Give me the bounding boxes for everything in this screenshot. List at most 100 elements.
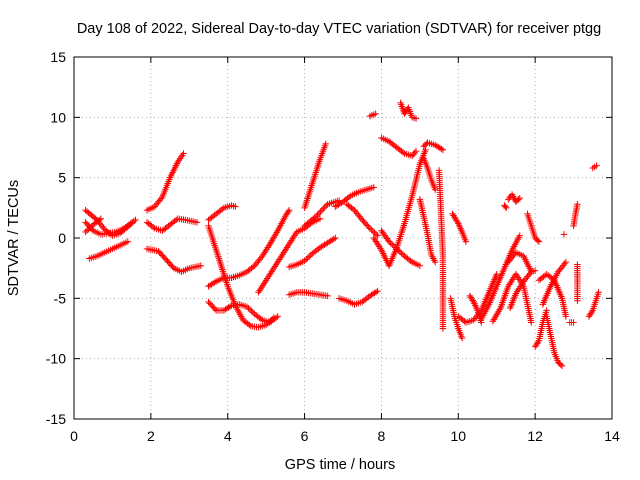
y-tick-label: -5	[54, 290, 67, 306]
data-point-marker	[506, 257, 513, 264]
data-point-marker	[366, 225, 374, 232]
data-series-arc-39	[505, 249, 535, 275]
data-point-marker	[450, 212, 457, 219]
data-series-arc-30	[447, 295, 466, 342]
data-series-arc-15	[301, 140, 329, 212]
data-point-marker	[193, 219, 201, 226]
data-point-marker	[556, 266, 563, 274]
data-series-arc-29	[449, 210, 470, 245]
data-point-marker	[385, 238, 393, 245]
data-point-marker	[461, 318, 468, 325]
axis-ticks: 0 2 4 6 8 10 12 14 -15 -10 -5 0 5 10 15	[46, 49, 620, 444]
data-point-marker	[311, 214, 318, 221]
data-point-marker	[432, 258, 439, 266]
data-point-marker	[332, 234, 339, 242]
data-point-marker	[324, 292, 331, 300]
data-series-arc-22	[366, 110, 379, 120]
data-point-marker	[232, 203, 239, 210]
data-point-marker	[516, 194, 523, 202]
data-point-marker	[531, 267, 539, 274]
data-point-marker	[534, 338, 542, 346]
data-point-marker	[562, 313, 570, 320]
data-point-marker	[267, 317, 274, 324]
data-point-marker	[353, 210, 361, 217]
data-point-marker	[574, 297, 581, 304]
data-point-marker	[505, 258, 512, 266]
data-point-marker	[349, 205, 357, 213]
data-point-marker	[356, 213, 363, 220]
data-point-marker	[156, 196, 164, 204]
y-axis-label: SDTVAR / TECUs	[6, 180, 22, 296]
data-point-marker	[226, 303, 234, 310]
data-series-arc-48	[589, 162, 600, 172]
data-series-arc-20	[370, 146, 429, 269]
data-point-marker	[470, 316, 477, 324]
data-point-marker	[246, 321, 253, 329]
data-point-marker	[97, 215, 105, 222]
data-series-arc-13	[286, 234, 339, 271]
data-point-marker	[320, 205, 327, 212]
data-point-marker	[249, 263, 257, 271]
data-point-marker	[369, 228, 377, 235]
data-point-marker	[555, 268, 562, 275]
data-point-marker	[451, 213, 458, 221]
data-point-marker	[321, 204, 328, 211]
grid	[74, 57, 612, 419]
x-tick-label: 4	[224, 428, 232, 444]
data-series-arc-08	[205, 202, 239, 224]
data-point-marker	[368, 226, 375, 233]
data-point-marker	[245, 305, 252, 312]
data-point-marker	[416, 262, 424, 269]
data-series-arc-07	[143, 245, 205, 275]
data-point-marker	[243, 303, 251, 310]
data-series-arc-38	[524, 210, 543, 245]
data-point-marker	[449, 210, 456, 218]
data-point-marker	[315, 210, 323, 217]
data-point-marker	[82, 228, 89, 236]
data-point-marker	[521, 276, 529, 284]
data-series-arc-49	[585, 289, 602, 320]
data-point-marker	[314, 211, 321, 218]
data-point-marker	[422, 146, 429, 154]
data-series-arc-32	[466, 292, 485, 326]
data-series-arc-03	[86, 238, 131, 262]
data-series-arc-04	[82, 215, 105, 236]
data-series-arc-06	[143, 215, 201, 234]
data-point-marker	[534, 237, 541, 244]
data-series-arc-42	[539, 258, 570, 308]
y-tick-label: -15	[46, 411, 66, 427]
data-point-marker	[248, 307, 255, 315]
data-series-arc-26	[420, 155, 439, 193]
data-series-arc-05	[143, 150, 187, 214]
data-series-arc-43	[543, 313, 566, 370]
data-point-marker	[257, 254, 265, 261]
data-point-marker	[317, 208, 324, 215]
chart-title: Day 108 of 2022, Sidereal Day-to-day VTE…	[77, 21, 601, 37]
data-point-marker	[180, 150, 187, 157]
data-point-marker	[100, 224, 107, 232]
data-point-marker	[253, 259, 261, 266]
data-point-marker	[372, 288, 380, 296]
data-point-marker	[524, 273, 531, 280]
data-point-marker	[439, 325, 447, 332]
data-point-marker	[312, 213, 320, 220]
data-series-arc-09	[205, 207, 293, 290]
data-point-marker	[502, 203, 509, 210]
data-point-marker	[560, 262, 567, 269]
data-point-marker	[322, 140, 329, 148]
data-point-marker	[528, 268, 535, 275]
data-point-marker	[274, 313, 281, 320]
data-series-arc-16	[301, 197, 343, 230]
data-point-marker	[387, 239, 394, 247]
data-point-marker	[516, 232, 523, 239]
data-point-marker	[535, 238, 543, 245]
data-point-marker	[173, 216, 180, 224]
x-tick-label: 6	[301, 428, 309, 444]
data-point-marker	[301, 257, 308, 265]
data-point-marker	[374, 287, 381, 295]
data-point-marker	[285, 208, 292, 215]
data-point-marker	[351, 207, 358, 214]
data-point-marker	[152, 201, 160, 209]
data-point-marker	[252, 260, 260, 268]
data-series-arc-46	[570, 201, 581, 230]
